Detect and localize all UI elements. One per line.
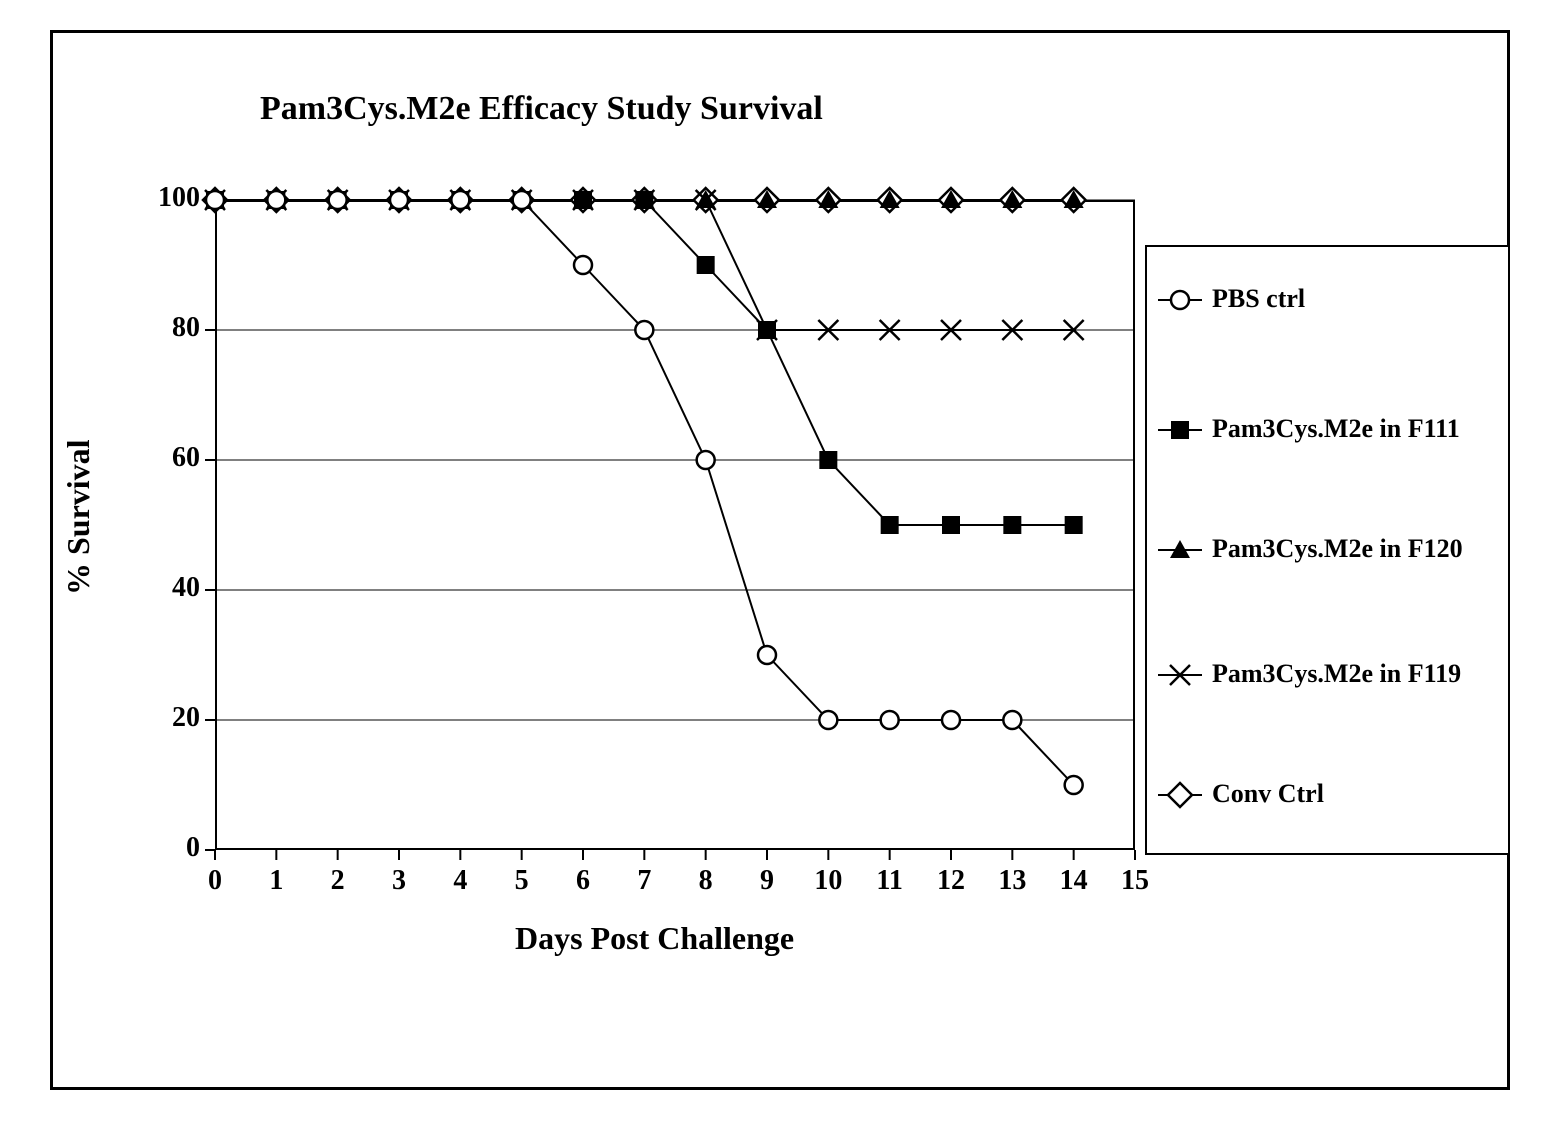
x-tick-label: 12 [931, 865, 971, 897]
y-tick-label: 20 [172, 702, 200, 734]
y-tick-label: 60 [172, 442, 200, 474]
x-tick-label: 11 [870, 865, 910, 897]
y-tick-label: 40 [172, 572, 200, 604]
x-tick-label: 5 [502, 865, 542, 897]
x-tick-label: 8 [686, 865, 726, 897]
y-tick-label: 80 [172, 312, 200, 344]
y-tick-label: 0 [186, 832, 200, 864]
legend-item: PBS ctrl [1212, 284, 1305, 314]
legend-item: Conv Ctrl [1212, 779, 1324, 809]
x-tick-label: 13 [992, 865, 1032, 897]
x-tick-label: 0 [195, 865, 235, 897]
legend-item: Pam3Cys.M2e in F119 [1212, 659, 1461, 689]
x-tick-label: 6 [563, 865, 603, 897]
x-tick-label: 1 [256, 865, 296, 897]
x-tick-label: 10 [808, 865, 848, 897]
x-tick-label: 14 [1054, 865, 1094, 897]
x-tick-label: 4 [440, 865, 480, 897]
y-tick-label: 100 [158, 182, 200, 214]
x-tick-label: 3 [379, 865, 419, 897]
x-tick-label: 7 [624, 865, 664, 897]
x-tick-label: 9 [747, 865, 787, 897]
x-tick-label: 15 [1115, 865, 1155, 897]
legend-item: Pam3Cys.M2e in F111 [1212, 414, 1460, 444]
legend-item: Pam3Cys.M2e in F120 [1212, 534, 1463, 564]
x-tick-label: 2 [318, 865, 358, 897]
